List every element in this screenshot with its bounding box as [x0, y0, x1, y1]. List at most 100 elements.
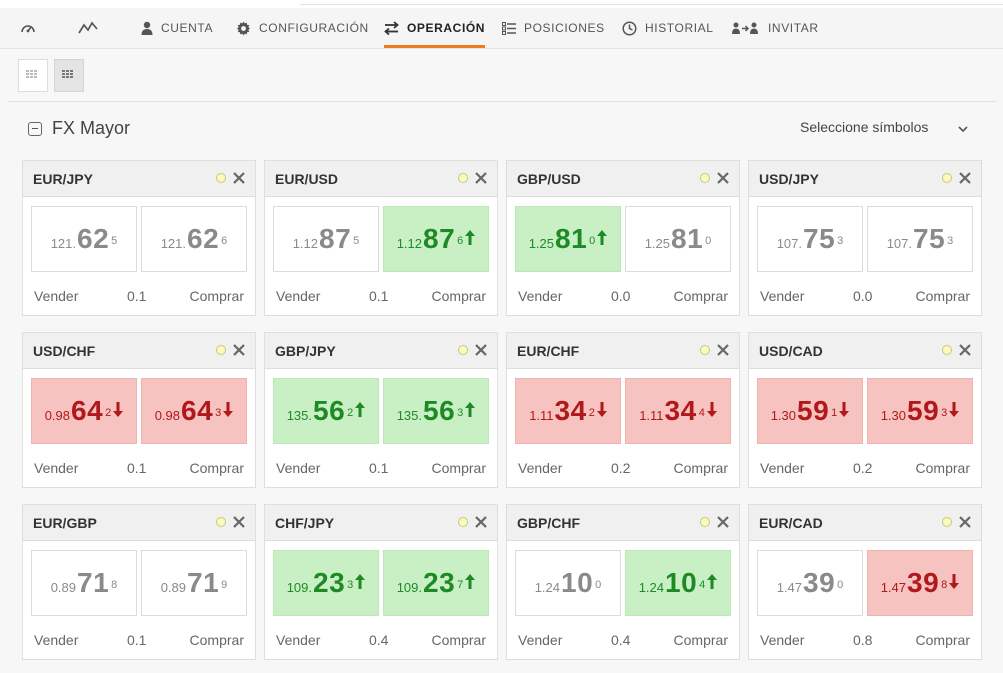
spread-value: 0.1 — [127, 632, 147, 648]
buy-price-button[interactable]: 1.47 39 8 — [867, 550, 973, 616]
price-fraction: 3 — [947, 235, 954, 247]
buy-label: Comprar — [915, 632, 970, 648]
sell-label: Vender — [276, 632, 321, 648]
buy-price-button[interactable]: 0.89 71 9 — [141, 550, 247, 616]
price-prefix: 1.25 — [528, 236, 555, 251]
sell-price-button[interactable]: 1.24 10 0 — [515, 550, 621, 616]
arrow-down-icon — [706, 401, 717, 417]
buy-label: Comprar — [673, 460, 728, 476]
arrow-up-icon — [707, 573, 718, 589]
price-prefix: 1.47 — [880, 580, 907, 595]
tab-label: OPERACIÓN — [407, 21, 486, 35]
sell-price-button[interactable]: 135. 56 2 — [273, 378, 379, 444]
close-icon[interactable] — [474, 343, 488, 357]
buy-price-button[interactable]: 1.30 59 3 — [867, 378, 973, 444]
sell-label: Vender — [276, 288, 321, 304]
buy-price-button[interactable]: 109. 23 7 — [383, 550, 489, 616]
buy-price-button[interactable]: 1.24 10 4 — [625, 550, 731, 616]
tab-cuenta[interactable]: CUENTA — [141, 8, 213, 48]
price-pips: 34 — [664, 395, 697, 426]
price-prefix: 0.98 — [154, 408, 181, 423]
close-icon[interactable] — [232, 171, 246, 185]
close-icon[interactable] — [958, 343, 972, 357]
quote-card: GBP/USD 1.25 81 0 1.25 81 0 Vender — [506, 160, 740, 316]
close-icon[interactable] — [716, 515, 730, 529]
close-icon[interactable] — [232, 343, 246, 357]
status-dot-icon — [216, 345, 226, 355]
price-prefix: 1.47 — [776, 580, 803, 595]
sell-price-button[interactable]: 1.25 81 0 — [515, 206, 621, 272]
close-icon[interactable] — [716, 171, 730, 185]
price-pips: 81 — [671, 223, 704, 254]
tab-configuracion[interactable]: CONFIGURACIÓN — [236, 8, 369, 48]
price-prefix: 1.12 — [292, 236, 319, 251]
status-dot-icon — [458, 345, 468, 355]
tab-invitar[interactable]: INVITAR — [732, 8, 819, 48]
sell-price-button[interactable]: 0.89 71 8 — [31, 550, 137, 616]
price-fraction: 2 — [588, 407, 595, 419]
buy-price-button[interactable]: 107. 75 3 — [867, 206, 973, 272]
price-fraction: 3 — [347, 579, 354, 591]
symbol-name: EUR/CAD — [759, 515, 823, 531]
card-header: EUR/JPY — [23, 161, 255, 197]
symbol-name: EUR/GBP — [33, 515, 97, 531]
price-fraction: 5 — [353, 235, 360, 247]
tab-operacion[interactable]: OPERACIÓN — [384, 8, 486, 48]
close-icon[interactable] — [232, 515, 246, 529]
price-fraction: 2 — [105, 407, 112, 419]
buy-price-button[interactable]: 1.12 87 6 — [383, 206, 489, 272]
symbol-name: CHF/JPY — [275, 515, 335, 531]
price-fraction: 1 — [831, 407, 838, 419]
tab-posiciones[interactable]: POSICIONES — [502, 8, 605, 48]
tab-historial[interactable]: HISTORIAL — [622, 8, 714, 48]
quote-card: EUR/GBP 0.89 71 8 0.89 71 9 Vender — [22, 504, 256, 660]
section-header: FX Mayor — [28, 118, 130, 139]
quote-card: GBP/JPY 135. 56 2 135. 56 3 Vender — [264, 332, 498, 488]
sell-price-button[interactable]: 1.47 39 0 — [757, 550, 863, 616]
sell-price-button[interactable]: 109. 23 3 — [273, 550, 379, 616]
close-icon[interactable] — [958, 515, 972, 529]
large-grid-view-button[interactable] — [54, 59, 84, 92]
sell-price-button[interactable]: 107. 75 3 — [757, 206, 863, 272]
buy-price-button[interactable]: 1.11 34 4 — [625, 378, 731, 444]
spread-value: 0.4 — [611, 632, 631, 648]
price-prefix: 1.30 — [770, 408, 797, 423]
buy-price-button[interactable]: 135. 56 3 — [383, 378, 489, 444]
price-prefix: 0.98 — [44, 408, 71, 423]
buy-price-button[interactable]: 1.25 81 0 — [625, 206, 731, 272]
tab-charts[interactable] — [78, 8, 98, 48]
price-pips: 87 — [319, 223, 352, 254]
close-icon[interactable] — [958, 171, 972, 185]
sell-label: Vender — [518, 632, 563, 648]
close-icon[interactable] — [474, 515, 488, 529]
buy-label: Comprar — [431, 632, 486, 648]
close-icon[interactable] — [474, 171, 488, 185]
sell-price-button[interactable]: 121. 62 5 — [31, 206, 137, 272]
price-fraction: 0 — [837, 579, 844, 591]
symbol-select-dropdown[interactable]: Seleccione símbolos — [800, 116, 970, 138]
arrow-down-icon — [839, 401, 850, 417]
sell-label: Vender — [760, 460, 805, 476]
tab-dashboard[interactable] — [20, 8, 36, 48]
sell-price-button[interactable]: 1.30 59 1 — [757, 378, 863, 444]
quote-card: USD/CAD 1.30 59 1 1.30 59 3 Vender — [748, 332, 982, 488]
close-icon[interactable] — [716, 343, 730, 357]
symbol-name: USD/CHF — [33, 343, 96, 359]
sell-price-button[interactable]: 1.11 34 2 — [515, 378, 621, 444]
price-prefix: 121. — [160, 236, 187, 251]
card-header: CHF/JPY — [265, 505, 497, 541]
price-fraction: 0 — [705, 235, 712, 247]
chevron-down-icon — [958, 120, 968, 136]
compact-grid-view-button[interactable] — [18, 59, 48, 92]
buy-price-button[interactable]: 0.98 64 3 — [141, 378, 247, 444]
tab-label: HISTORIAL — [645, 21, 714, 35]
buy-price-button[interactable]: 121. 62 6 — [141, 206, 247, 272]
status-dot-icon — [216, 517, 226, 527]
sell-price-button[interactable]: 0.98 64 2 — [31, 378, 137, 444]
price-fraction: 3 — [837, 235, 844, 247]
arrow-down-icon — [596, 401, 607, 417]
sell-price-button[interactable]: 1.12 87 5 — [273, 206, 379, 272]
collapse-icon[interactable] — [28, 121, 42, 136]
arrow-down-icon — [113, 401, 124, 417]
card-header: EUR/CHF — [507, 333, 739, 369]
